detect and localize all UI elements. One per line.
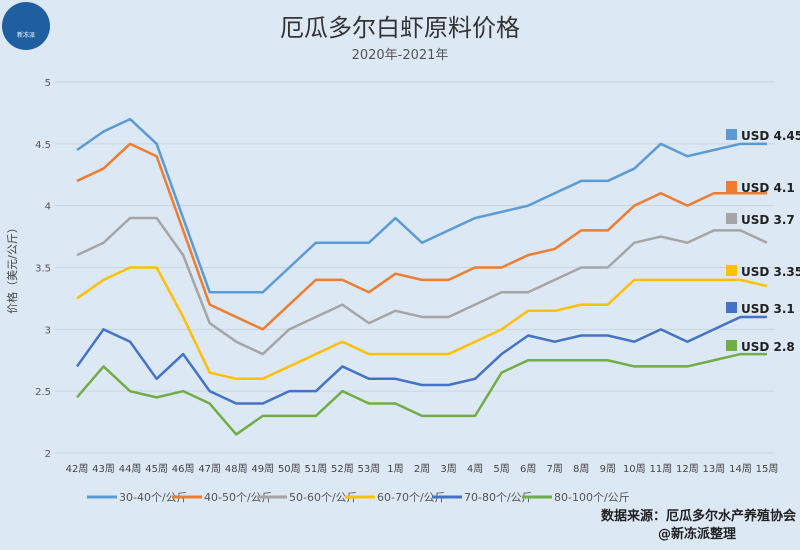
y-tick-label: 2.5 <box>35 387 51 398</box>
x-tick-label: 11周 <box>649 463 672 475</box>
legend-label: 60-70个/公斤 <box>377 491 446 504</box>
x-tick-label: 8周 <box>573 463 589 475</box>
chart-title: 厄瓜多尔白虾原料价格 <box>280 14 520 42</box>
end-value-label: USD 3.35 <box>741 265 800 279</box>
x-tick-label: 1周 <box>387 463 403 475</box>
y-tick-label: 4.5 <box>35 140 51 151</box>
legend-label: 70-80个/公斤 <box>464 491 533 504</box>
source-line-1: 数据来源：厄瓜多尔水产养殖协会 <box>600 509 796 524</box>
y-tick-label: 2 <box>45 449 51 460</box>
y-tick-label: 3.5 <box>35 264 51 275</box>
legend-label: 80-100个/公斤 <box>554 491 630 504</box>
logo-text: 新冻派 <box>16 32 35 39</box>
end-value-label: USD 2.8 <box>741 340 795 354</box>
end-label-swatch <box>726 340 737 351</box>
series-line <box>76 216 768 356</box>
end-label-swatch <box>726 265 737 276</box>
x-tick-label: 7周 <box>547 463 563 475</box>
x-tick-label: 52周 <box>331 463 354 475</box>
y-tick-label: 4 <box>45 202 51 213</box>
x-tick-label: 12周 <box>676 463 699 475</box>
legend-label: 40-50个/公斤 <box>204 491 273 504</box>
logo: 新冻派 <box>2 2 50 50</box>
legend-label: 30-40个/公斤 <box>119 491 188 504</box>
x-tick-label: 49周 <box>251 463 274 475</box>
x-tick-label: 2周 <box>414 463 430 475</box>
x-tick-label: 50周 <box>278 463 301 475</box>
source-line-2: @新冻派整理 <box>657 527 736 542</box>
end-value-label: USD 4.45 <box>741 129 800 143</box>
x-tick-label: 3周 <box>440 463 456 475</box>
x-tick-label: 9周 <box>600 463 616 475</box>
x-tick-label: 46周 <box>172 463 195 475</box>
end-label-swatch <box>726 129 737 140</box>
x-tick-label: 47周 <box>198 463 221 475</box>
y-tick-label: 3 <box>45 325 51 336</box>
x-tick-label: 43周 <box>92 463 115 475</box>
x-tick-label: 51周 <box>304 463 327 475</box>
x-tick-label: 5周 <box>493 463 509 475</box>
end-label-swatch <box>726 181 737 192</box>
x-tick-label: 53周 <box>358 463 381 475</box>
x-tick-label: 45周 <box>145 463 168 475</box>
end-label-swatch <box>726 213 737 224</box>
end-value-label: USD 3.7 <box>741 213 795 227</box>
series-line <box>76 352 767 436</box>
end-label-swatch <box>726 302 737 313</box>
legend-label: 50-60个/公斤 <box>289 491 358 504</box>
x-tick-label: 4周 <box>467 463 483 475</box>
x-tick-label: 44周 <box>119 463 142 475</box>
series-line <box>76 266 768 381</box>
x-tick-label: 14周 <box>729 463 752 475</box>
x-tick-label: 15周 <box>756 463 779 475</box>
data-source: 数据来源：厄瓜多尔水产养殖协会 @新冻派整理 <box>601 508 796 544</box>
end-value-label: USD 3.1 <box>741 302 795 316</box>
x-tick-label: 10周 <box>623 463 646 475</box>
x-tick-label: 48周 <box>225 463 248 475</box>
end-value-label: USD 4.1 <box>741 181 795 195</box>
y-tick-label: 5 <box>45 78 51 89</box>
x-tick-label: 42周 <box>66 463 89 475</box>
chart-subtitle: 2020年-2021年 <box>351 48 449 63</box>
x-tick-label: 6周 <box>520 463 536 475</box>
x-tick-label: 13周 <box>703 463 726 475</box>
